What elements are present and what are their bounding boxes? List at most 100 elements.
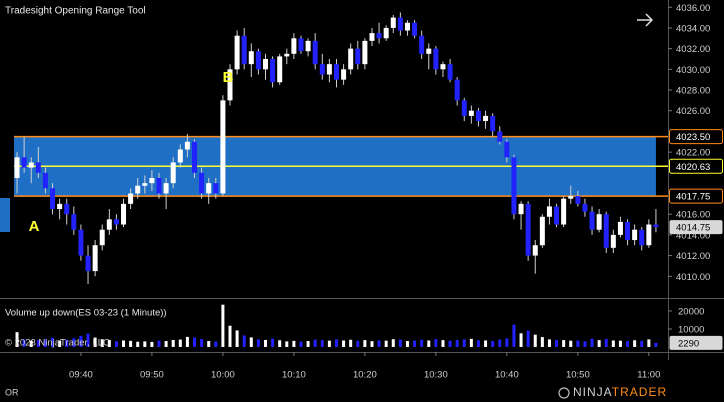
volume-bar (455, 339, 459, 347)
candle-body (426, 48, 432, 54)
volume-bar (647, 339, 651, 347)
candle-body (213, 183, 219, 194)
candle-body (85, 255, 91, 272)
volume-bar (200, 339, 204, 347)
y-tick-label: 4026.00 (676, 106, 710, 117)
volume-bar (65, 339, 69, 347)
y-tick-label: 4036.00 (676, 3, 710, 14)
candle-body (142, 183, 148, 186)
candle-body (355, 48, 361, 65)
badges: 4023.50 4020.63 4017.75 4014.75 2290 (669, 129, 723, 350)
candle-body (390, 17, 396, 28)
candle-body (291, 38, 297, 54)
volume-bar (569, 340, 573, 347)
volume-bar (263, 339, 267, 347)
volume-bar (349, 339, 353, 347)
volume-bar (306, 341, 310, 347)
candle-body (554, 206, 560, 225)
volume-bar (285, 341, 289, 347)
volume-bar (420, 339, 424, 347)
candle-body (64, 203, 70, 215)
candle-body (610, 234, 616, 248)
volume-bar (512, 324, 516, 347)
volume-bar (43, 339, 47, 347)
logo-icon (558, 387, 570, 399)
candle-body (113, 219, 119, 225)
volume-bar (583, 341, 587, 347)
candle-body (192, 141, 198, 173)
volume-bar (221, 304, 225, 347)
volume-bar (271, 338, 275, 347)
volume-bar (129, 340, 133, 347)
x-tick-label: 10:30 (424, 370, 448, 381)
candle-body (277, 56, 283, 83)
candle-body (383, 27, 389, 39)
candle-body (206, 183, 212, 194)
volume-bar (427, 340, 431, 347)
candle-body (312, 40, 318, 65)
copyright: © 2023 NinjaTrader, LLC (5, 338, 110, 349)
candle-body (440, 64, 446, 70)
candle-body (270, 58, 276, 83)
volume-bar (491, 341, 495, 347)
navigate-arrow[interactable] (637, 13, 654, 27)
level-badge (669, 188, 723, 204)
volume-bar (384, 340, 388, 347)
volume-bar (150, 341, 154, 347)
volume-bar (114, 341, 118, 347)
volume-bar (313, 339, 317, 347)
x-tick-label: 10:00 (211, 370, 235, 381)
candle-body (28, 162, 34, 168)
volume-bar (469, 338, 473, 347)
underlay (14, 135, 668, 197)
volume-badge (669, 335, 723, 350)
volume-title: Volume up down(ES 03-23 (1 Minute)) (5, 308, 167, 319)
volume-bar (320, 340, 324, 347)
volume-bar (100, 339, 104, 347)
volume-bar (214, 341, 218, 347)
candle-body (653, 224, 659, 228)
volume-bar (576, 340, 580, 347)
candle-body (546, 206, 552, 217)
candle-body (447, 64, 453, 80)
candle-body (156, 177, 162, 194)
volume-bar (462, 339, 466, 347)
candle-body (241, 35, 247, 65)
x-tick-label: 09:40 (69, 370, 93, 381)
volume-bar (441, 340, 445, 347)
volume-bar (278, 340, 282, 347)
volume-bar (540, 337, 544, 347)
candle-body (135, 185, 141, 194)
x-tick-label: 11:00 (637, 370, 660, 381)
candle-body (412, 22, 418, 36)
logo: NINJATRADER (573, 385, 667, 399)
volume-bar (398, 339, 402, 347)
volume-bar (562, 340, 566, 347)
level-badge (669, 158, 723, 174)
candle-body (582, 203, 588, 212)
candle-body (92, 245, 98, 272)
y-tick-label: 4030.00 (676, 65, 710, 76)
volume-bar (484, 340, 488, 347)
volume-bar (256, 339, 260, 347)
volume-bar (207, 341, 211, 347)
candle-body (21, 157, 27, 168)
volume-bar (72, 338, 76, 347)
candle-body (284, 53, 290, 57)
volume-bar (597, 340, 601, 347)
volume-bar (242, 335, 246, 347)
annotation: B (223, 69, 234, 86)
volume-bar (136, 341, 140, 347)
candle-body (42, 172, 48, 189)
candle-body (419, 35, 425, 54)
candle-body (255, 51, 261, 70)
candle-body (177, 149, 183, 163)
candle-body (262, 58, 268, 70)
x-tick-label: 10:10 (282, 370, 306, 381)
y-tick-label: 4034.00 (676, 23, 710, 34)
volume-bar (299, 341, 303, 347)
candle-body (305, 40, 311, 52)
level-label: 4017.75 (676, 192, 710, 203)
